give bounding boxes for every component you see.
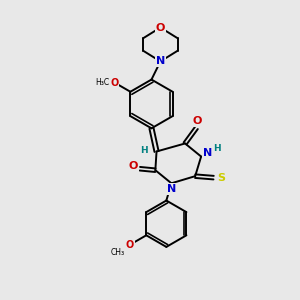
- Text: N: N: [167, 184, 176, 194]
- Text: O: O: [110, 77, 118, 88]
- Text: O: O: [129, 161, 138, 171]
- Text: O: O: [156, 22, 165, 32]
- Text: O: O: [192, 116, 202, 127]
- Text: N: N: [203, 148, 212, 158]
- Text: N: N: [156, 56, 165, 66]
- Text: O: O: [126, 239, 134, 250]
- Text: CH₃: CH₃: [110, 248, 124, 257]
- Text: H: H: [140, 146, 148, 154]
- Text: H₃C: H₃C: [95, 78, 109, 87]
- Text: H: H: [213, 144, 220, 153]
- Text: S: S: [217, 172, 225, 183]
